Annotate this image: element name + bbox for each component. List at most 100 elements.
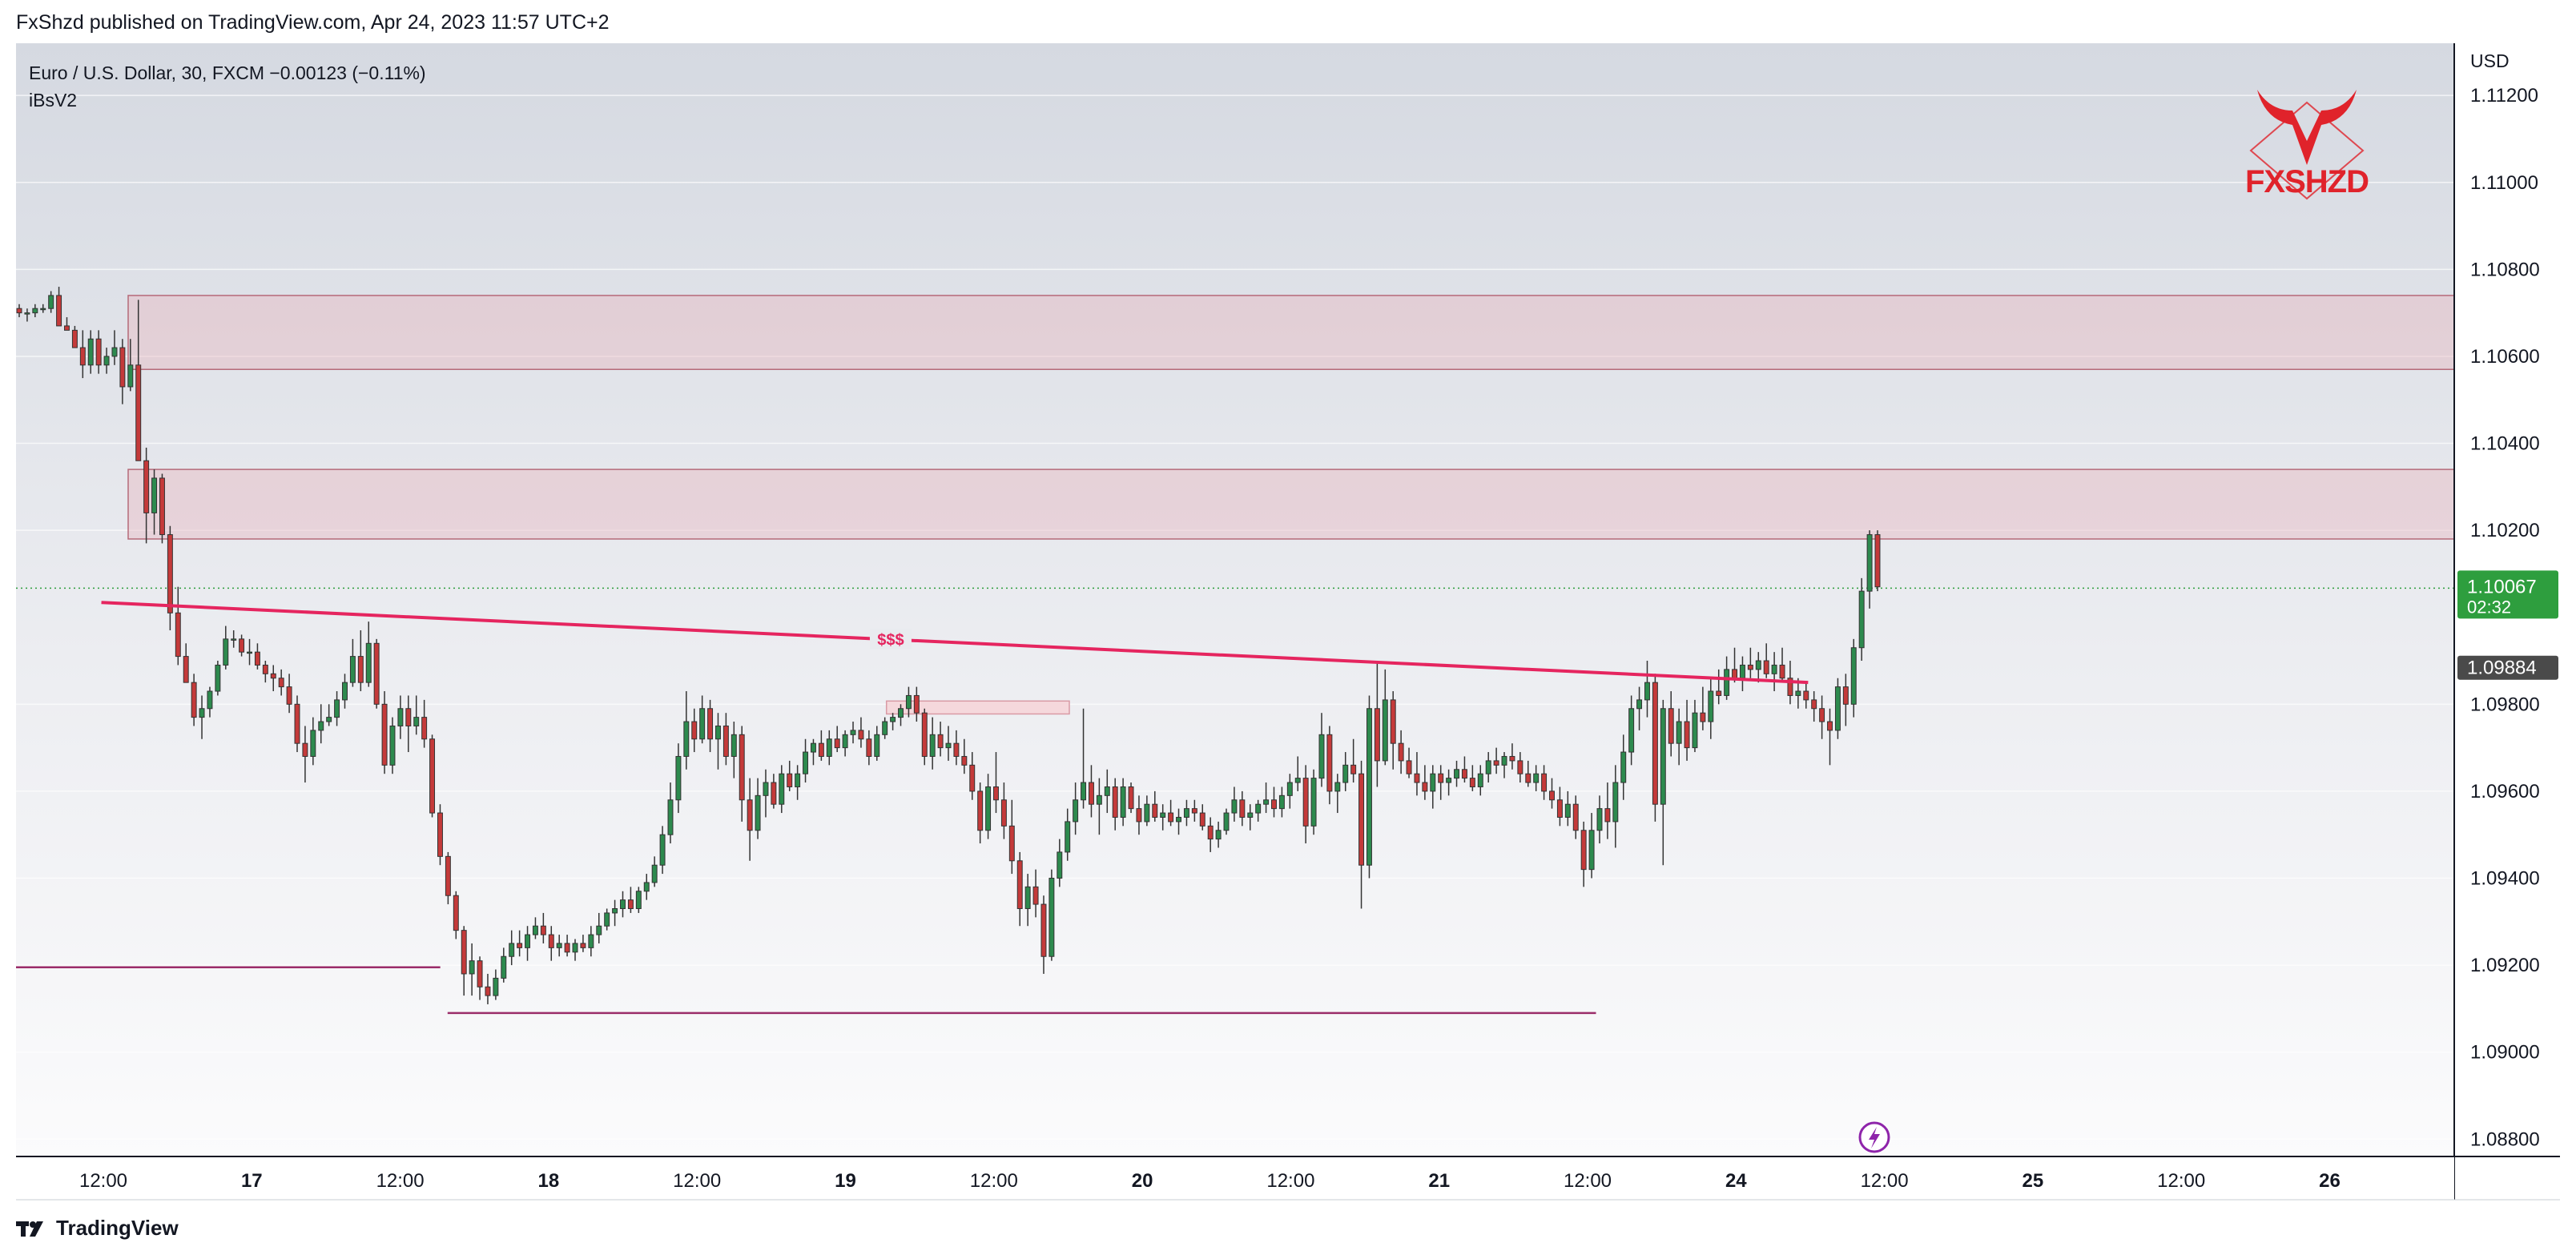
candle-body[interactable] bbox=[993, 786, 999, 801]
candle-body[interactable] bbox=[1207, 825, 1214, 840]
candle-body[interactable] bbox=[1509, 755, 1515, 762]
candle-body[interactable] bbox=[1310, 778, 1317, 827]
candle-body[interactable] bbox=[223, 638, 229, 666]
candle-body[interactable] bbox=[493, 977, 499, 996]
candle-body[interactable] bbox=[1183, 808, 1189, 818]
candle-body[interactable] bbox=[1692, 712, 1698, 749]
candle-body[interactable] bbox=[1454, 769, 1460, 779]
candle-body[interactable] bbox=[119, 347, 126, 388]
candle-body[interactable] bbox=[87, 338, 94, 366]
candle-body[interactable] bbox=[413, 717, 420, 726]
candle-body[interactable] bbox=[1120, 786, 1126, 818]
candle-body[interactable] bbox=[1263, 799, 1270, 805]
candle-body[interactable] bbox=[1446, 778, 1452, 783]
candle-body[interactable] bbox=[898, 708, 904, 718]
candle-body[interactable] bbox=[1302, 778, 1309, 827]
candle-body[interactable] bbox=[1596, 808, 1603, 831]
candle-body[interactable] bbox=[64, 325, 70, 331]
candle-body[interactable] bbox=[1716, 690, 1722, 696]
candle-body[interactable] bbox=[1350, 764, 1357, 774]
candle-body[interactable] bbox=[32, 308, 38, 314]
candle-body[interactable] bbox=[1223, 812, 1230, 831]
candle-body[interactable] bbox=[1708, 690, 1714, 722]
candle-body[interactable] bbox=[56, 295, 62, 327]
candle-body[interactable] bbox=[231, 638, 237, 641]
candle-body[interactable] bbox=[929, 734, 936, 757]
candle-body[interactable] bbox=[1874, 534, 1881, 588]
candle-body[interactable] bbox=[826, 738, 832, 757]
candle-body[interactable] bbox=[1199, 812, 1205, 827]
candle-body[interactable] bbox=[159, 477, 165, 536]
candle-body[interactable] bbox=[1732, 669, 1738, 679]
candle-body[interactable] bbox=[381, 703, 388, 766]
candle-body[interactable] bbox=[620, 899, 626, 910]
candle-body[interactable] bbox=[278, 678, 284, 688]
candle-body[interactable] bbox=[715, 725, 721, 740]
candle-body[interactable] bbox=[771, 782, 777, 805]
candle-body[interactable] bbox=[1620, 751, 1627, 783]
candle-body[interactable] bbox=[485, 986, 491, 996]
candle-body[interactable] bbox=[763, 782, 769, 796]
candle-body[interactable] bbox=[659, 834, 666, 866]
candle-body[interactable] bbox=[1477, 773, 1483, 787]
candle-body[interactable] bbox=[1533, 773, 1540, 783]
candle-body[interactable] bbox=[1700, 712, 1706, 722]
candle-body[interactable] bbox=[71, 329, 78, 348]
candle-body[interactable] bbox=[1318, 734, 1325, 779]
candle-body[interactable] bbox=[1057, 851, 1063, 879]
candle-body[interactable] bbox=[199, 708, 205, 718]
candle-body[interactable] bbox=[548, 934, 554, 948]
candle-body[interactable] bbox=[588, 934, 594, 948]
candle-body[interactable] bbox=[921, 712, 928, 757]
candle-body[interactable] bbox=[699, 708, 706, 740]
candle-body[interactable] bbox=[1556, 799, 1563, 818]
candle-body[interactable] bbox=[111, 347, 118, 357]
candle-body[interactable] bbox=[1652, 682, 1658, 805]
candle-body[interactable] bbox=[127, 364, 134, 388]
plot-area[interactable] bbox=[16, 43, 2454, 1156]
candle-body[interactable] bbox=[334, 699, 340, 718]
candle-body[interactable] bbox=[1517, 760, 1523, 774]
candle-body[interactable] bbox=[1842, 686, 1849, 705]
candle-body[interactable] bbox=[556, 943, 562, 948]
candle-body[interactable] bbox=[1390, 699, 1396, 744]
candle-body[interactable] bbox=[1668, 708, 1674, 744]
candle-body[interactable] bbox=[905, 694, 912, 710]
candle-body[interactable] bbox=[866, 738, 872, 757]
price-axis[interactable] bbox=[2454, 43, 2560, 1200]
candle-body[interactable] bbox=[795, 773, 801, 787]
candle-body[interactable] bbox=[310, 730, 316, 757]
tradingview-footer[interactable]: TradingView bbox=[16, 1216, 179, 1241]
candle-body[interactable] bbox=[1271, 799, 1277, 810]
candle-body[interactable] bbox=[1334, 782, 1341, 792]
candle-body[interactable] bbox=[215, 664, 221, 692]
candle-body[interactable] bbox=[16, 308, 22, 314]
candle-body[interactable] bbox=[1858, 590, 1865, 649]
candle-body[interactable] bbox=[48, 295, 54, 309]
candle-body[interactable] bbox=[1834, 686, 1841, 731]
order-block-box[interactable] bbox=[885, 700, 1070, 715]
candle-body[interactable] bbox=[691, 721, 698, 740]
candle-body[interactable] bbox=[747, 799, 753, 831]
candle-body[interactable] bbox=[1382, 699, 1388, 762]
candle-body[interactable] bbox=[1819, 708, 1825, 722]
candle-body[interactable] bbox=[1073, 799, 1079, 823]
candle-body[interactable] bbox=[722, 725, 729, 757]
candle-body[interactable] bbox=[596, 925, 602, 935]
candle-body[interactable] bbox=[191, 682, 197, 718]
candle-body[interactable] bbox=[1160, 812, 1166, 818]
candle-body[interactable] bbox=[1215, 830, 1222, 840]
candle-body[interactable] bbox=[707, 708, 714, 740]
candle-body[interactable] bbox=[953, 742, 960, 757]
candle-body[interactable] bbox=[1096, 794, 1102, 805]
candle-body[interactable] bbox=[1747, 664, 1753, 670]
candle-body[interactable] bbox=[1724, 669, 1730, 696]
candle-body[interactable] bbox=[1104, 786, 1110, 796]
candle-body[interactable] bbox=[1636, 699, 1643, 710]
candle-body[interactable] bbox=[604, 912, 610, 927]
candle-body[interactable] bbox=[945, 742, 952, 749]
candle-body[interactable] bbox=[1136, 808, 1142, 823]
candle-body[interactable] bbox=[1239, 799, 1246, 818]
candle-body[interactable] bbox=[151, 477, 158, 513]
candle-body[interactable] bbox=[1016, 860, 1023, 910]
